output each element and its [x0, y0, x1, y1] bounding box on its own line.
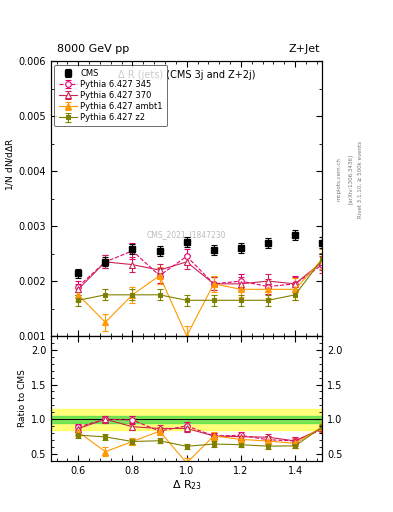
Text: CMS_2021_I1847230: CMS_2021_I1847230 [147, 230, 226, 239]
Text: mcplots.cern.ch: mcplots.cern.ch [336, 157, 341, 201]
Bar [51, 409, 322, 430]
Text: Rivet 3.1.10, ≥ 500k events: Rivet 3.1.10, ≥ 500k events [358, 141, 363, 218]
Text: Z+Jet: Z+Jet [289, 44, 320, 54]
Legend: CMS, Pythia 6.427 345, Pythia 6.427 370, Pythia 6.427 ambt1, Pythia 6.427 z2: CMS, Pythia 6.427 345, Pythia 6.427 370,… [54, 65, 167, 126]
Text: 8000 GeV pp: 8000 GeV pp [57, 44, 129, 54]
Text: [arXiv:1306.3436]: [arXiv:1306.3436] [348, 154, 353, 204]
X-axis label: $\Delta$ R$_{23}$: $\Delta$ R$_{23}$ [172, 478, 202, 492]
Text: Δ R (jets) (CMS 3j and Z+2j): Δ R (jets) (CMS 3j and Z+2j) [118, 70, 255, 80]
Bar [51, 416, 322, 423]
Text: 1/N dN/d$\Delta$R: 1/N dN/d$\Delta$R [4, 137, 15, 190]
Y-axis label: Ratio to CMS: Ratio to CMS [18, 370, 27, 428]
